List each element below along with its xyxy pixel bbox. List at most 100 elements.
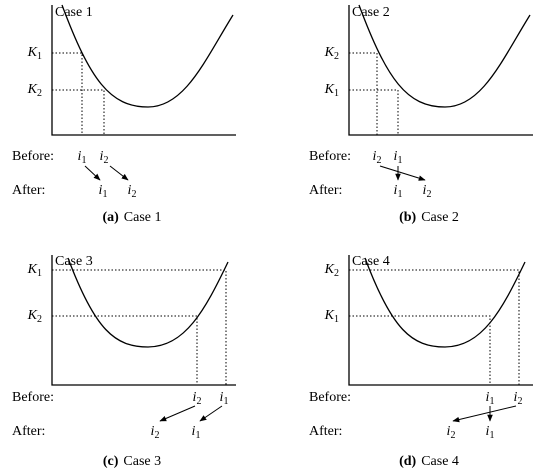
caption-text: Case 4 [421, 454, 459, 469]
subscript: 2 [131, 189, 136, 200]
axes [348, 5, 533, 136]
guide-line [349, 269, 520, 385]
symbol: i [447, 424, 451, 439]
before-item: i1 [486, 390, 495, 407]
guide-line [52, 315, 198, 385]
caption-text: Case 2 [421, 210, 459, 225]
before-label: Before: [12, 149, 54, 164]
subscript: 1 [81, 155, 86, 166]
after-item: i2 [151, 424, 160, 441]
guide-line [52, 89, 105, 135]
cost-curve [61, 4, 234, 108]
after-label: After: [309, 424, 342, 439]
symbol: i [486, 390, 490, 405]
after-label: After: [12, 424, 45, 439]
subscript: 1 [489, 396, 494, 407]
subscript: 2 [154, 430, 159, 441]
subscript: 2 [334, 268, 339, 279]
after-label: After: [309, 183, 342, 198]
y-label: K2 [27, 82, 42, 99]
subscript: 2 [196, 396, 201, 407]
caption-tag: (d) [399, 454, 416, 469]
caption-tag: (a) [102, 210, 119, 225]
symbol: K [324, 308, 335, 323]
panel-title: Case 2 [352, 5, 390, 20]
y-label: K2 [324, 262, 339, 279]
caption-text: Case 3 [123, 454, 161, 469]
before-item: i2 [514, 390, 523, 407]
panel-title: Case 4 [352, 254, 390, 269]
symbol: i [394, 183, 398, 198]
caption-tag: (b) [399, 210, 416, 225]
symbol: i [486, 424, 490, 439]
before-label: Before: [309, 390, 351, 405]
symbol: i [423, 183, 427, 198]
symbol: i [78, 149, 82, 164]
before-item: i1 [220, 390, 229, 407]
subscript: 1 [489, 430, 494, 441]
subscript: 2 [450, 430, 455, 441]
guide-line [349, 89, 399, 135]
before-item: i1 [394, 149, 403, 166]
caption: (c) Case 3 [103, 454, 161, 469]
after-label: After: [12, 183, 45, 198]
symbol: i [99, 183, 103, 198]
after-item: i1 [99, 183, 108, 200]
arrow [84, 165, 101, 181]
symbol: K [324, 45, 335, 60]
y-label: K1 [27, 45, 42, 62]
cost-curve [358, 4, 531, 108]
symbol: i [192, 424, 196, 439]
panel-title: Case 1 [55, 5, 93, 20]
caption: (d) Case 4 [399, 454, 459, 469]
axes [51, 255, 236, 386]
caption: (b) Case 2 [399, 210, 459, 225]
after-item: i2 [447, 424, 456, 441]
subscript: 1 [334, 314, 339, 325]
symbol: i [128, 183, 132, 198]
symbol: K [324, 82, 335, 97]
before-item: i2 [100, 149, 109, 166]
after-item: i2 [128, 183, 137, 200]
symbol: i [193, 390, 197, 405]
guide-line [349, 52, 378, 135]
after-item: i1 [394, 183, 403, 200]
guide-line [52, 52, 83, 135]
subscript: 1 [397, 189, 402, 200]
subscript: 1 [37, 51, 42, 62]
symbol: K [27, 45, 38, 60]
after-item: i1 [192, 424, 201, 441]
after-item: i1 [486, 424, 495, 441]
before-item: i2 [373, 149, 382, 166]
subscript: 1 [195, 430, 200, 441]
y-label: K2 [27, 308, 42, 325]
cost-curve [364, 257, 526, 348]
symbol: K [27, 308, 38, 323]
subscript: 2 [103, 155, 108, 166]
symbol: K [27, 262, 38, 277]
arrow [199, 405, 223, 422]
symbol: i [373, 149, 377, 164]
y-label: K1 [324, 82, 339, 99]
y-label: K2 [324, 45, 339, 62]
symbol: K [27, 82, 38, 97]
subscript: 2 [334, 51, 339, 62]
after-item: i2 [423, 183, 432, 200]
subscript: 1 [37, 268, 42, 279]
axes [348, 255, 533, 386]
y-label: K1 [27, 262, 42, 279]
symbol: i [151, 424, 155, 439]
before-item: i2 [193, 390, 202, 407]
y-label: K1 [324, 308, 339, 325]
before-label: Before: [309, 149, 351, 164]
arrow [159, 405, 196, 422]
before-item: i1 [78, 149, 87, 166]
subscript: 2 [37, 88, 42, 99]
subscript: 1 [397, 155, 402, 166]
arrow [379, 165, 426, 181]
panel-title: Case 3 [55, 254, 93, 269]
subscript: 1 [102, 189, 107, 200]
